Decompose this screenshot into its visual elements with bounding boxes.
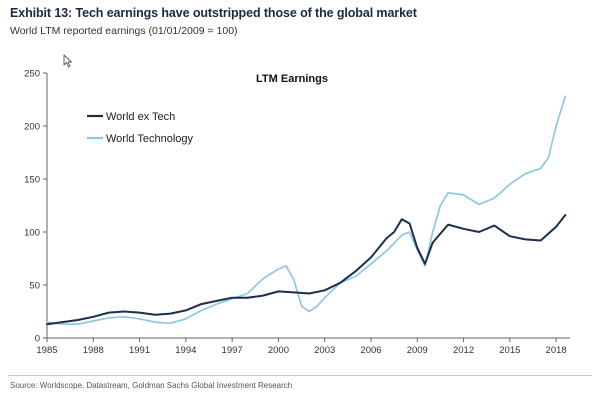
x-tick-label: 2018 [546,345,567,356]
earnings-line-chart: 0 50 100 150 200 250 1985 1988 1991 1994 1997 2000 2… [24,69,570,356]
y-tick-label: 150 [24,175,40,186]
x-tick-label: 2015 [499,345,520,356]
exhibit-title: Exhibit 13: Tech earnings have outstripp… [10,6,417,20]
y-tick-label: 50 [29,281,40,292]
series-line-world-ex-tech [46,214,567,326]
x-tick-label: 1994 [175,345,196,356]
x-tick-label: 2000 [268,345,289,356]
mouse-pointer-icon [63,54,72,68]
source-note: Source: Worldscope, Datastream, Goldman … [10,381,293,390]
x-tick-label: 2003 [314,345,335,356]
legend-label-world-technology: World Technology [106,133,194,145]
chart-legend: World ex Tech World Technology [87,111,194,145]
x-tick-label: 1985 [36,345,57,356]
x-tick-label: 1988 [83,345,104,356]
chart-lines [46,95,567,326]
exhibit-subtitle: World LTM reported earnings (01/01/2009 … [10,25,238,37]
y-tick-label: 100 [24,228,40,239]
y-tick-label: 0 [35,334,40,345]
x-tick-label: 2009 [407,345,428,356]
series-line-world-technology [46,95,567,326]
y-tick-label: 200 [24,122,40,133]
x-tick-label: 1997 [222,345,243,356]
x-tick-label: 2006 [360,345,381,356]
footer-divider [8,375,592,376]
x-tick-label: 2012 [453,345,474,356]
legend-label-world-ex-tech: World ex Tech [106,111,175,123]
y-tick-label: 250 [24,69,40,80]
chart-title: LTM Earnings [256,73,328,85]
x-tick-label: 1991 [129,345,150,356]
chart-axes: 0 50 100 150 200 250 1985 1988 1991 1994 1997 2000 2… [24,69,570,356]
